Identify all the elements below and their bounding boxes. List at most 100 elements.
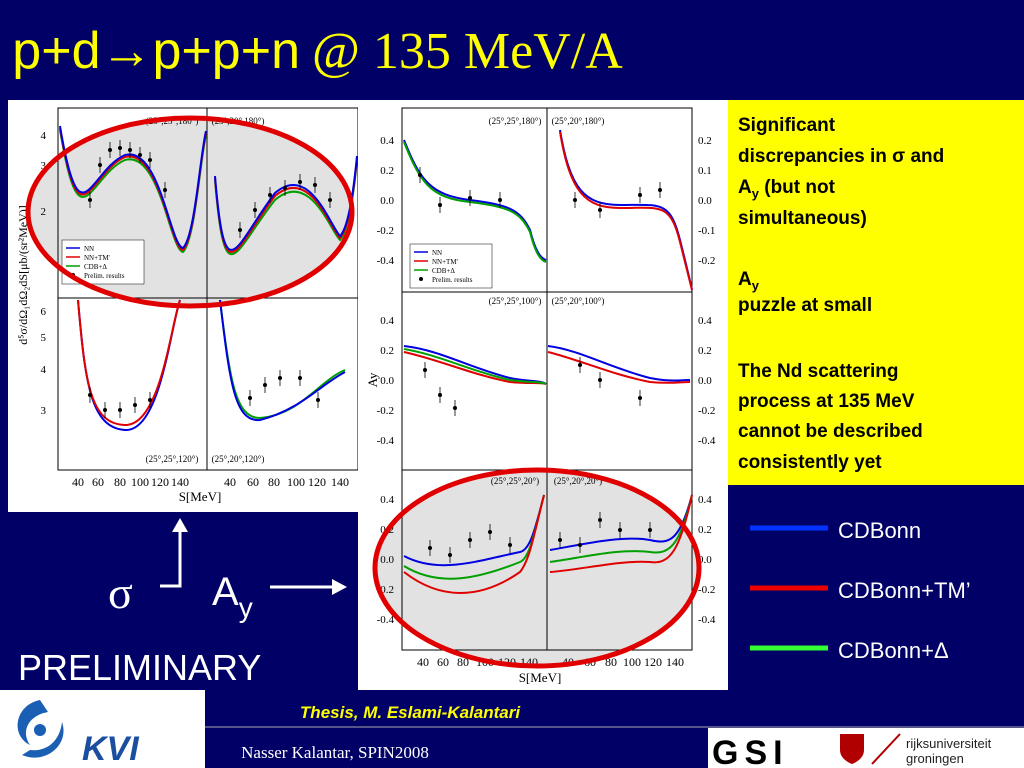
- tick-label: 0.2: [380, 345, 394, 357]
- tick-label: d⁵σ/dΩ₁dΩ₂dS[μb/(sr²MeV)]: [16, 205, 30, 345]
- tick-label: CDB+Δ: [84, 263, 107, 271]
- data-point: [88, 393, 92, 397]
- tick-label: -0.2: [698, 584, 715, 596]
- note-line: puzzle at small: [738, 295, 872, 316]
- tick-label: S[MeV]: [519, 670, 562, 685]
- tick-label: -0.2: [698, 255, 715, 267]
- legend-label: CDBonn: [838, 518, 921, 543]
- tick-label: 140: [331, 475, 349, 489]
- legend-label: CDBonn+Δ: [838, 638, 949, 663]
- tick-label: 40: [224, 475, 236, 489]
- data-point: [658, 188, 662, 192]
- author: Nasser Kalantar, SPIN2008: [241, 743, 429, 762]
- tick-label: 5: [41, 332, 47, 344]
- data-point: [98, 163, 102, 167]
- thesis-credit: Thesis, M. Eslami-Kalantari: [300, 703, 521, 722]
- data-point: [148, 158, 152, 162]
- tick-label: (25°,20°,120°): [212, 454, 265, 464]
- data-point: [248, 396, 252, 400]
- data-point: [118, 408, 122, 412]
- sigma-label: σ: [108, 567, 133, 618]
- preliminary: PRELIMINARY: [18, 647, 261, 688]
- tick-label: 120: [644, 655, 662, 669]
- tick-label: (25°,20°,180°): [552, 116, 605, 126]
- data-point: [508, 543, 512, 547]
- data-point: [438, 203, 442, 207]
- data-point: [328, 198, 332, 202]
- tick-label: 120: [151, 475, 169, 489]
- legend: CDBonn CDBonn+TM’ CDBonn+Δ: [750, 518, 971, 663]
- note-line: Ay (but not: [738, 177, 836, 201]
- gsi-logo: GSI: [712, 734, 789, 768]
- highlight-fill: [375, 470, 699, 666]
- tick-label: (25°,20°,100°): [552, 296, 605, 306]
- note-text: A: [738, 177, 752, 198]
- legend-label: CDBonn+TM’: [838, 578, 971, 603]
- tick-label: 0.0: [380, 375, 394, 387]
- tick-label: -0.4: [377, 614, 395, 626]
- data-point: [128, 148, 132, 152]
- data-point: [448, 553, 452, 557]
- tick-label: NN: [432, 249, 442, 257]
- data-point: [578, 543, 582, 547]
- tick-label: CDB+Δ: [432, 267, 455, 275]
- notes: Significant discrepancies in σ and Ay (but…: [738, 115, 944, 473]
- title-energy: @ 135 MeV/A: [312, 23, 623, 80]
- data-point: [138, 153, 142, 157]
- arrowhead: [172, 518, 188, 532]
- tick-label: 100: [131, 475, 149, 489]
- tick-label: NN+TM': [432, 258, 458, 266]
- highlight-ellipse: [25, 115, 355, 309]
- rug-logo: rijksuniversiteit: [906, 736, 992, 751]
- tick-label: 0.4: [380, 494, 394, 506]
- note-text: (but not: [759, 177, 836, 198]
- tick-label: 0.4: [698, 494, 712, 506]
- data-point: [108, 148, 112, 152]
- tick-label: 0.0: [380, 554, 394, 566]
- tick-label: 0.0: [698, 375, 712, 387]
- tick-label: 40: [72, 475, 84, 489]
- tick-label: 0.2: [698, 345, 712, 357]
- data-point: [618, 528, 622, 532]
- data-point: [578, 363, 582, 367]
- tick-label: -0.4: [698, 614, 716, 626]
- tick-label: (25°,25°,180°): [489, 116, 542, 126]
- note-line: process at 135 MeV: [738, 391, 915, 412]
- data-point: [638, 396, 642, 400]
- data-point: [438, 393, 442, 397]
- data-point: [648, 528, 652, 532]
- tick-label: 0.4: [380, 135, 394, 147]
- data-point: [163, 188, 167, 192]
- tick-label: 4: [41, 364, 47, 376]
- data-point: [283, 186, 287, 190]
- model-curves: [59, 125, 358, 432]
- data-point: [298, 180, 302, 184]
- data-point: [453, 406, 457, 410]
- tick-label: 0.0: [698, 554, 712, 566]
- note-text: simultaneous): [738, 208, 867, 229]
- model-curves: [403, 129, 693, 594]
- tick-label: 0.1: [698, 165, 712, 177]
- note-line: discrepancies in σ and: [738, 146, 944, 167]
- tick-label: (25°,25°,120°): [146, 454, 199, 464]
- tick-label: NN: [84, 245, 94, 253]
- tick-label: -0.2: [377, 405, 394, 417]
- data-point: [598, 378, 602, 382]
- tick-label: 0.4: [380, 315, 394, 327]
- data-point: [418, 173, 422, 177]
- tick-label: 40: [417, 655, 429, 669]
- data-point: [313, 183, 317, 187]
- note-line: consistently yet: [738, 452, 882, 473]
- note-line: simultaneous): [738, 208, 867, 229]
- data-point: [428, 546, 432, 550]
- note-text: discrepancies in σ and: [738, 146, 944, 167]
- data-point: [298, 376, 302, 380]
- rug-logo: groningen: [906, 751, 964, 766]
- data-point: [238, 228, 242, 232]
- data-point: [468, 196, 472, 200]
- tick-label: S[MeV]: [179, 489, 222, 504]
- tick-label: 2: [41, 206, 47, 218]
- tick-label: (25°,25°,20°): [491, 476, 539, 486]
- data-point: [468, 538, 472, 542]
- data-point: [103, 408, 107, 412]
